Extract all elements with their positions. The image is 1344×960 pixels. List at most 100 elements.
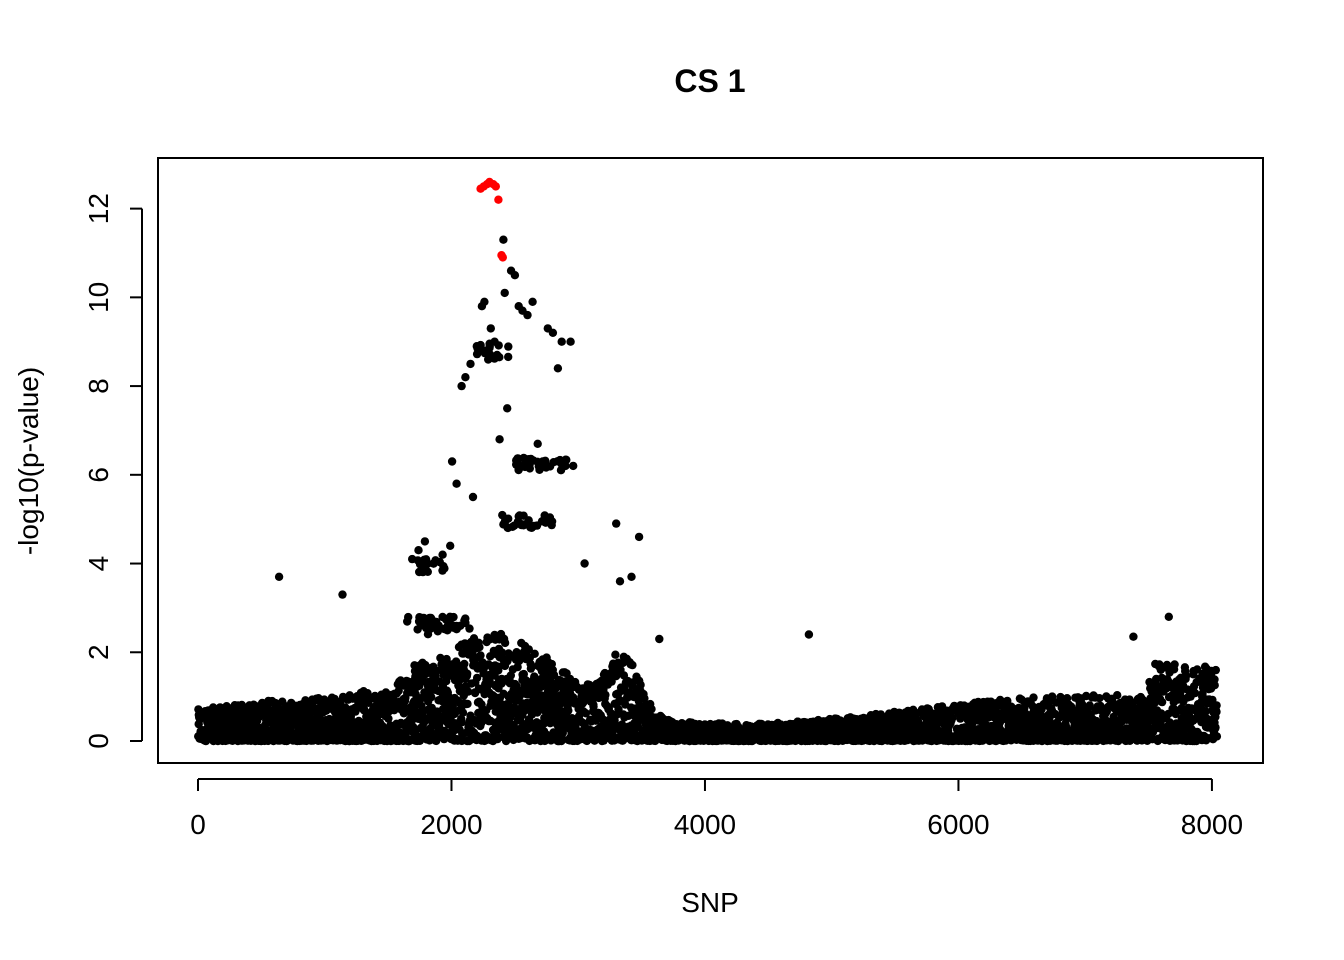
snp-point (463, 699, 472, 709)
snp-point (521, 681, 530, 690)
snp-point (274, 572, 284, 581)
snp-point (1181, 671, 1191, 681)
snp-point (580, 559, 589, 568)
snp-point (500, 288, 509, 298)
credible-set-point (494, 195, 503, 204)
snp-point (480, 348, 489, 358)
snp-point (480, 297, 489, 306)
snp-point (548, 328, 558, 337)
snp-point (520, 706, 530, 715)
snp-point (430, 672, 439, 681)
snp-point (525, 460, 534, 469)
snp-point (457, 381, 466, 391)
snp-point (454, 661, 463, 670)
snp-point (549, 458, 558, 467)
snp-point (529, 521, 539, 531)
x-tick-label: 0 (190, 809, 206, 840)
snp-point (486, 324, 495, 333)
snp-point (504, 342, 513, 351)
snp-point (418, 567, 428, 577)
snp-point (440, 624, 449, 634)
snp-point (528, 297, 537, 306)
snp-point (523, 310, 532, 320)
snp-point (565, 689, 575, 699)
snp-point (438, 550, 447, 559)
snp-point (360, 705, 369, 714)
snp-point (543, 687, 553, 697)
snp-point (948, 713, 957, 723)
snp-point (452, 479, 461, 488)
snp-point (615, 577, 625, 586)
snp-point (589, 702, 598, 711)
snp-point (1113, 691, 1122, 700)
snp-point (509, 703, 519, 712)
snp-point (421, 660, 430, 670)
snp-point (484, 355, 493, 364)
snp-point (1211, 723, 1220, 732)
snp-point (436, 653, 445, 663)
snp-point (512, 456, 521, 465)
snp-point (533, 439, 542, 448)
snp-point (413, 625, 422, 634)
snp-point (498, 510, 507, 520)
snp-point (1062, 694, 1072, 703)
snp-point (448, 621, 457, 630)
snp-point (447, 457, 457, 466)
snp-point (1048, 692, 1057, 701)
x-tick-label: 6000 (927, 809, 989, 840)
snp-point (418, 673, 427, 682)
snp-point (504, 352, 513, 362)
snp-point (490, 337, 499, 346)
x-axis-label: SNP (681, 887, 739, 918)
snp-point (1198, 689, 1207, 698)
snp-point (491, 700, 500, 710)
snp-point (515, 511, 524, 520)
snp-point (1085, 701, 1094, 710)
snp-point (458, 708, 468, 717)
snp-point (612, 519, 621, 528)
snp-point (526, 664, 536, 673)
snp-point (447, 665, 456, 674)
snp-point (1212, 732, 1222, 741)
snp-point (1201, 707, 1210, 716)
snp-point (559, 698, 568, 707)
snp-point (422, 624, 431, 633)
snp-point (1212, 707, 1221, 716)
snp-point (466, 359, 475, 369)
snp-point (338, 590, 347, 599)
snp-point (500, 638, 510, 648)
snp-point (538, 457, 547, 466)
plot-frame (157, 157, 1264, 764)
snp-point (524, 645, 533, 654)
snp-point (1170, 660, 1179, 669)
y-tick-label: 8 (83, 378, 114, 394)
credible-set-point (498, 253, 507, 262)
snp-point (565, 674, 575, 684)
snp-point (519, 521, 528, 530)
snp-point (446, 541, 455, 550)
snp-point (505, 679, 515, 688)
snp-point (468, 492, 478, 502)
y-tick-label: 0 (83, 733, 114, 749)
snp-point (514, 465, 523, 475)
snp-point (655, 634, 664, 644)
snp-point (1095, 694, 1104, 703)
snp-point (427, 616, 436, 625)
snp-point (476, 651, 485, 660)
snp-point (1211, 665, 1221, 675)
snp-point (557, 337, 566, 346)
snp-point (320, 695, 329, 704)
snp-point (543, 675, 552, 685)
snp-point (504, 692, 513, 701)
snp-point (495, 435, 504, 444)
snp-point (647, 704, 656, 714)
credible-set-point (491, 182, 500, 191)
snp-point (514, 656, 524, 666)
snp-point (420, 537, 430, 546)
snp-point (530, 649, 539, 658)
snp-point (561, 461, 570, 471)
y-tick-label: 4 (83, 556, 114, 572)
snp-point (1157, 697, 1167, 707)
y-tick-label: 12 (83, 193, 114, 224)
